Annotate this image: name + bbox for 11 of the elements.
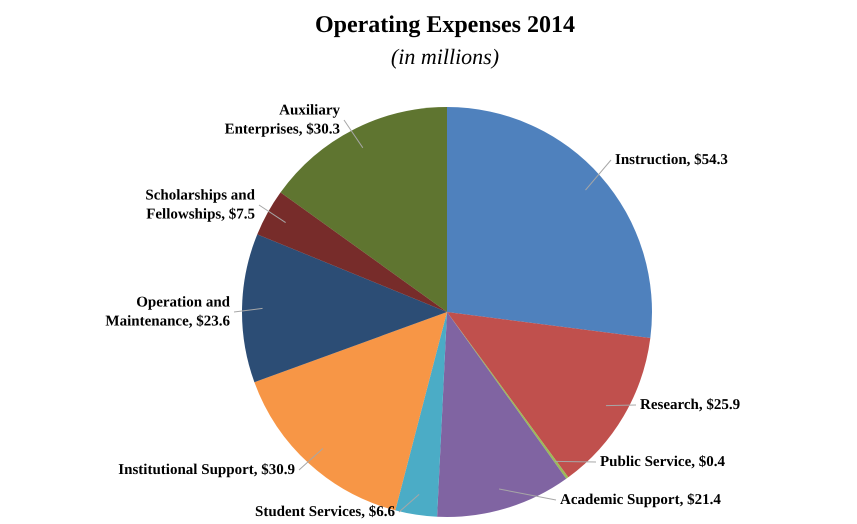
slice-label: Auxiliary Enterprises, $30.3 [224,102,340,138]
chart-subtitle: (in millions) [390,44,500,70]
slice-label: Public Service, $0.4 [600,454,726,470]
slice-label: Operation and Maintenance, $23.6 [105,294,231,330]
slice-label: Academic Support, $21.4 [560,492,722,508]
slice-label: Student Services, $6.6 [255,504,396,520]
slice-label: Instruction, $54.3 [615,152,728,168]
slice-label: Institutional Support, $30.9 [118,462,295,478]
chart-title: Operating Expenses 2014 [314,12,576,39]
slice-label: Research, $25.9 [640,396,740,413]
slice-label: Scholarships and Fellowships, $7.5 [145,187,256,222]
